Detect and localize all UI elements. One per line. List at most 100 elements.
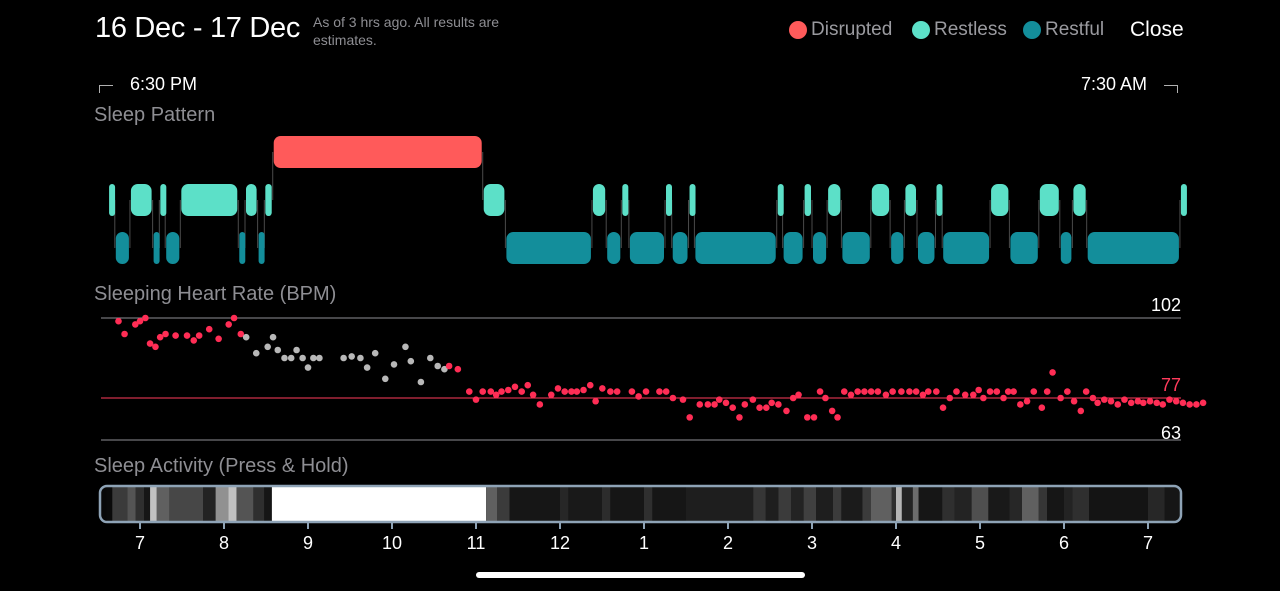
hr-point	[1038, 404, 1046, 411]
hr-point	[874, 388, 882, 395]
hr-point	[783, 407, 790, 415]
axis-tick-label: 9	[303, 533, 313, 553]
pattern-segment-restless	[871, 184, 890, 216]
hr-point	[834, 414, 841, 421]
activity-bin	[486, 487, 497, 521]
hr-point	[756, 404, 763, 411]
pattern-segment-restless	[828, 184, 841, 216]
hr-point	[1121, 396, 1128, 403]
hr-point	[980, 394, 987, 402]
hr-point	[840, 388, 848, 395]
hr-point	[586, 381, 594, 389]
hr-point	[768, 399, 775, 407]
hr-point	[1186, 401, 1193, 408]
activity-strip[interactable]	[101, 487, 1180, 521]
hr-point	[121, 330, 128, 338]
activity-bin	[215, 487, 229, 521]
hr-point	[729, 404, 737, 411]
activity-bin	[942, 487, 955, 521]
hr-point	[441, 365, 448, 373]
activity-bin	[901, 487, 913, 521]
hr-point	[1070, 397, 1078, 405]
hr-point	[986, 388, 994, 395]
close-button[interactable]: Close	[1130, 18, 1184, 41]
hr-point	[434, 362, 441, 370]
hr-point	[479, 388, 487, 395]
hr-point	[775, 401, 782, 408]
pattern-segment-restless	[936, 184, 943, 216]
activity-bin	[602, 487, 611, 521]
activity-bin	[791, 487, 804, 521]
hr-point	[1094, 399, 1101, 407]
hr-point	[237, 330, 245, 338]
activity-bin	[497, 487, 510, 521]
heart-rate-title: Sleeping Heart Rate (BPM)	[94, 283, 337, 305]
hr-point	[1030, 388, 1038, 395]
activity-bin	[271, 487, 487, 521]
hr-point	[736, 414, 743, 421]
hr-point	[933, 388, 940, 395]
hr-point	[1166, 396, 1173, 403]
activity-frame	[98, 484, 1183, 524]
hr-point	[810, 414, 818, 421]
pattern-segment-restful	[891, 232, 904, 264]
activity-bin	[918, 487, 943, 521]
hr-point	[573, 388, 581, 395]
hr-point	[190, 337, 198, 344]
hr-point	[225, 321, 233, 328]
hr-point	[554, 385, 562, 392]
hr-point	[975, 386, 982, 394]
hr-point	[1017, 401, 1024, 408]
sleep-activity-chart[interactable]	[98, 484, 1183, 524]
hr-point	[568, 388, 575, 395]
hr-point	[1057, 394, 1064, 402]
activity-bin	[1148, 487, 1165, 521]
pattern-segment-restless	[622, 184, 629, 216]
axis-tick-label: 2	[723, 533, 733, 553]
hr-point	[340, 354, 347, 362]
hr-point	[381, 375, 389, 383]
activity-bin	[1047, 487, 1064, 521]
hr-point	[816, 388, 824, 395]
hr-point	[939, 404, 947, 411]
hr-point	[642, 388, 650, 395]
activity-bin	[112, 487, 128, 521]
activity-bin	[1064, 487, 1073, 521]
hr-point	[310, 354, 317, 362]
axis-tick-label: 7	[135, 533, 145, 553]
hr-point	[847, 391, 855, 399]
hr-point	[1146, 397, 1154, 405]
sleep-pattern-title: Sleep Pattern	[94, 104, 216, 126]
home-indicator[interactable]	[476, 572, 805, 578]
activity-bin	[896, 487, 902, 521]
pattern-segment-restless	[130, 184, 152, 216]
hr-point	[131, 321, 139, 328]
pattern-segment-restful	[1087, 232, 1179, 264]
hr-point	[142, 314, 149, 322]
hr-point	[861, 388, 868, 395]
hr-point	[417, 378, 425, 386]
hr-point	[1089, 394, 1097, 402]
hr-point	[242, 333, 250, 341]
hr-point	[115, 317, 122, 325]
pattern-segment-restful	[1010, 232, 1038, 264]
hr-point	[498, 388, 505, 395]
hr-point	[789, 394, 797, 402]
hr-point	[628, 388, 636, 395]
hr-point	[795, 391, 802, 399]
hr-point	[912, 388, 920, 395]
pattern-segment-restful	[239, 232, 246, 264]
hr-point	[1172, 397, 1180, 405]
pattern-segment-restless	[1039, 184, 1059, 216]
hr-reference-label: 77	[1161, 375, 1181, 395]
legend-disrupted: Disrupted	[789, 19, 892, 41]
activity-bin	[1072, 487, 1090, 521]
activity-bin	[1038, 487, 1048, 521]
hr-point	[561, 388, 569, 395]
bracket-right-icon	[1164, 84, 1179, 93]
hr-point	[172, 332, 179, 339]
sleep-pattern-chart	[109, 136, 1187, 264]
pattern-segment-restless	[181, 184, 238, 216]
pattern-segment-restful	[506, 232, 591, 264]
pattern-segment-restless	[666, 184, 672, 216]
